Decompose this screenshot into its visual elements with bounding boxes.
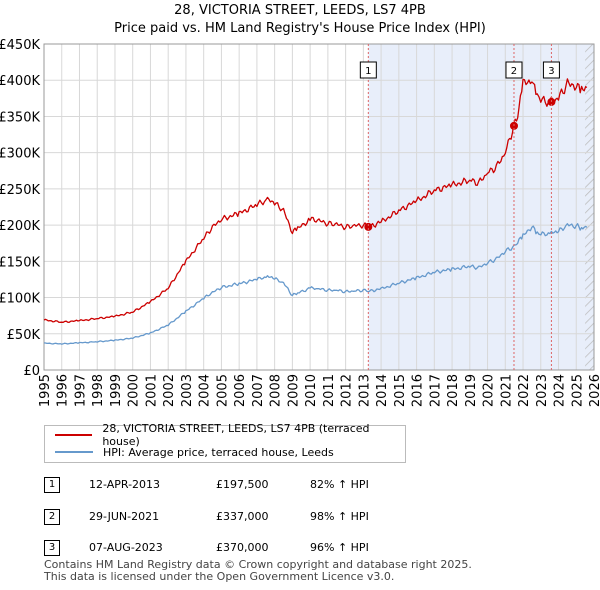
x-tick-label: 2010 bbox=[304, 374, 319, 407]
footer-licence: This data is licensed under the Open Gov… bbox=[44, 570, 395, 583]
sale-marker-box bbox=[359, 61, 377, 79]
legend: 28, VICTORIA STREET, LEEDS, LS7 4PB (ter… bbox=[44, 422, 406, 463]
sale-marker-label: 3 bbox=[548, 66, 554, 77]
sale-hpi-change: 82% ↑ HPI bbox=[310, 478, 369, 491]
x-tick-label: 2013 bbox=[357, 374, 372, 407]
y-tick-label: £300K bbox=[0, 147, 40, 162]
x-tick-label: 2021 bbox=[499, 374, 514, 407]
x-tick-label: 2025 bbox=[570, 374, 585, 407]
x-tick-label: 2007 bbox=[251, 374, 266, 407]
chart-title-line2: Price paid vs. HM Land Registry's House … bbox=[114, 21, 486, 36]
plot-frame bbox=[43, 43, 595, 371]
y-tick-label: £400K bbox=[0, 74, 40, 89]
x-tick-label: 1998 bbox=[91, 374, 106, 407]
sale-marker-label: 1 bbox=[365, 66, 371, 77]
sale-number-badge: 2 bbox=[44, 509, 60, 525]
sale-point bbox=[364, 222, 373, 231]
x-tick-label: 2015 bbox=[393, 374, 408, 407]
sale-price: £370,000 bbox=[216, 541, 269, 554]
x-tick-label: 2016 bbox=[411, 374, 426, 407]
property-price-line bbox=[43, 78, 588, 324]
x-tick-label: 2020 bbox=[482, 374, 497, 407]
x-tick-label: 2012 bbox=[340, 374, 355, 407]
legend-label-hpi: HPI: Average price, terraced house, Leed… bbox=[103, 445, 334, 459]
sale-price: £197,500 bbox=[216, 478, 269, 491]
x-tick-label: 2006 bbox=[233, 374, 248, 407]
sale-row: 2 29-JUN-2021 £337,000 98% ↑ HPI bbox=[44, 507, 444, 527]
y-tick-label: £450K bbox=[0, 38, 40, 53]
x-tick-label: 2017 bbox=[428, 374, 443, 407]
y-tick-label: £250K bbox=[0, 183, 40, 198]
x-tick-label: 1997 bbox=[73, 374, 88, 407]
y-tick-label: £100K bbox=[0, 292, 40, 307]
x-tick-label: 2005 bbox=[215, 374, 230, 407]
price-chart: 1 2 3 £0 £50K £100K £150K £200K £250K £300K £350K… bbox=[0, 38, 600, 407]
x-tick-label: 2004 bbox=[198, 374, 213, 407]
footer: Contains HM Land Registry data © Crown c… bbox=[44, 559, 472, 583]
sale-date: 29-JUN-2021 bbox=[89, 510, 160, 523]
legend-swatch-property bbox=[55, 434, 93, 436]
x-tick-label: 2008 bbox=[269, 374, 284, 407]
y-tick-label: £150K bbox=[0, 255, 40, 270]
footer-copyright: Contains HM Land Registry data © Crown c… bbox=[44, 558, 472, 571]
sale-marker-label: 2 bbox=[511, 66, 517, 77]
sale-number-badge: 3 bbox=[44, 540, 60, 556]
legend-item-property: 28, VICTORIA STREET, LEEDS, LS7 4PB (ter… bbox=[55, 422, 405, 448]
sale-number-badge: 1 bbox=[44, 477, 60, 493]
hpi-line bbox=[43, 223, 588, 345]
x-tick-label: 1999 bbox=[109, 374, 124, 407]
legend-label-property: 28, VICTORIA STREET, LEEDS, LS7 4PB (ter… bbox=[102, 422, 370, 448]
chart-title-line1: 28, VICTORIA STREET, LEEDS, LS7 4PB bbox=[174, 3, 426, 18]
x-tick-label: 2003 bbox=[180, 374, 195, 407]
forecast-hatch-region bbox=[585, 44, 594, 370]
y-tick-label: £200K bbox=[0, 219, 40, 234]
x-tick-label: 2001 bbox=[144, 374, 159, 407]
legend-item-hpi: HPI: Average price, terraced house, Leed… bbox=[55, 444, 334, 460]
x-tick-label: 2014 bbox=[375, 374, 390, 407]
x-tick-label: 1996 bbox=[56, 374, 71, 407]
sale-price: £337,000 bbox=[216, 510, 269, 523]
sale-row: 3 07-AUG-2023 £370,000 96% ↑ HPI bbox=[44, 538, 444, 558]
y-tick-label: £0 bbox=[23, 364, 40, 379]
x-tick-label: 1995 bbox=[38, 374, 53, 407]
chart-title: 28, VICTORIA STREET, LEEDS, LS7 4PB Pric… bbox=[0, 2, 600, 38]
x-tick-label: 2009 bbox=[286, 374, 301, 407]
x-tick-label: 2024 bbox=[553, 374, 568, 407]
sale-marker-box bbox=[542, 61, 560, 79]
sale-marker-box bbox=[505, 61, 523, 79]
x-tick-label: 2019 bbox=[464, 374, 479, 407]
x-tick-label: 2023 bbox=[535, 374, 550, 407]
x-tick-label: 2000 bbox=[127, 374, 142, 407]
x-tick-label: 2002 bbox=[162, 374, 177, 407]
x-tick-label: 2011 bbox=[322, 374, 337, 407]
legend-swatch-hpi bbox=[55, 451, 93, 453]
sale-row: 1 12-APR-2013 £197,500 82% ↑ HPI bbox=[44, 475, 444, 495]
sale-hpi-change: 96% ↑ HPI bbox=[310, 541, 369, 554]
sale-hpi-change: 98% ↑ HPI bbox=[310, 510, 369, 523]
x-tick-label: 2018 bbox=[446, 374, 461, 407]
sale-date: 07-AUG-2023 bbox=[89, 541, 163, 554]
y-tick-label: £350K bbox=[0, 110, 40, 125]
x-tick-label: 2026 bbox=[588, 374, 600, 407]
sale-date: 12-APR-2013 bbox=[89, 478, 161, 491]
y-tick-label: £50K bbox=[7, 328, 41, 343]
x-tick-label: 2022 bbox=[517, 374, 532, 407]
